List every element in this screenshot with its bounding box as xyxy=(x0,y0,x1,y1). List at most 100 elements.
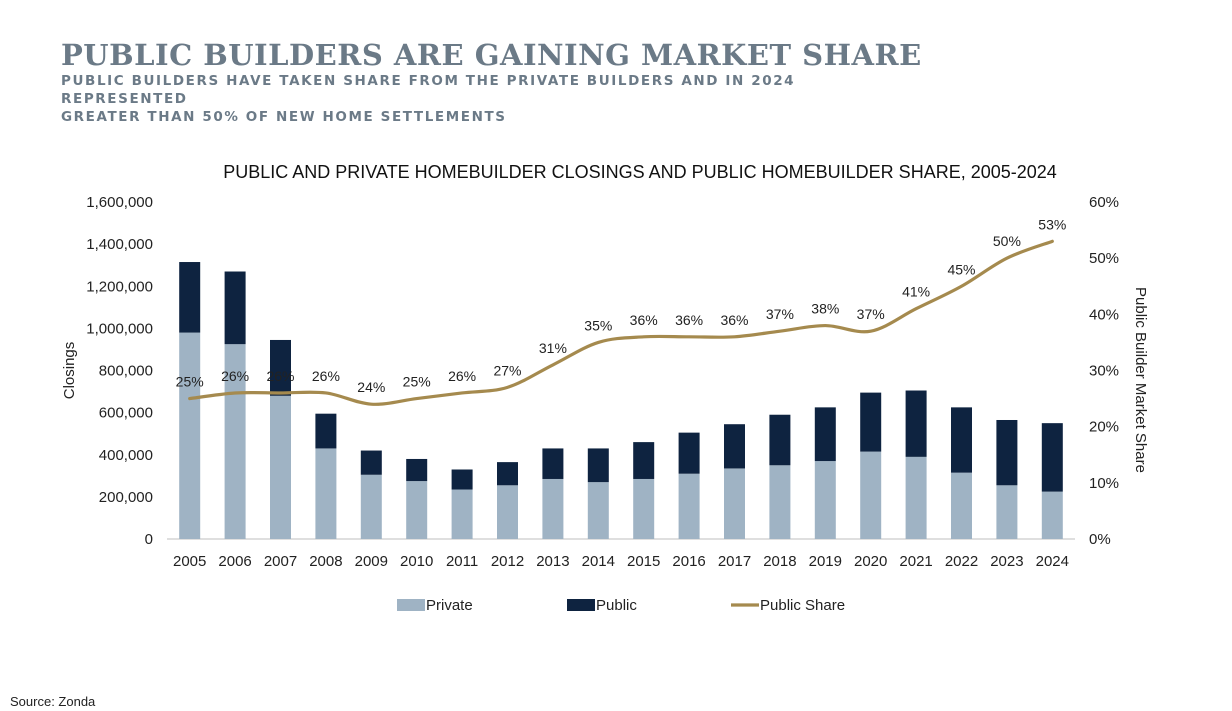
share-data-label: 38% xyxy=(811,301,839,317)
legend-label-public: Public xyxy=(596,597,637,614)
x-tick-label: 2021 xyxy=(899,553,932,570)
bar-public xyxy=(814,407,836,462)
y-axis-title: Closings xyxy=(61,342,78,400)
share-data-label: 24% xyxy=(357,379,385,395)
bar-private xyxy=(497,485,518,539)
bar-private xyxy=(270,395,291,539)
x-tick-label: 2005 xyxy=(173,553,206,570)
x-tick-label: 2019 xyxy=(809,553,842,570)
y-tick-label: 800,000 xyxy=(99,363,153,380)
bar-private xyxy=(996,485,1018,539)
bar-private xyxy=(724,468,745,539)
bar-private xyxy=(905,456,927,539)
bar-public xyxy=(724,424,745,469)
legend-label-private: Private xyxy=(426,597,473,614)
bar-public xyxy=(905,390,927,457)
x-tick-label: 2012 xyxy=(491,553,524,570)
bar-public xyxy=(497,462,518,486)
share-data-label: 25% xyxy=(403,374,431,390)
y2-tick-label: 20% xyxy=(1089,419,1119,436)
share-data-label: 26% xyxy=(448,368,476,384)
y-tick-label: 600,000 xyxy=(99,405,153,422)
bar-private xyxy=(814,461,836,539)
y2-tick-label: 40% xyxy=(1089,306,1119,323)
bar-private xyxy=(678,473,700,539)
bar-public xyxy=(542,448,564,479)
y2-tick-label: 50% xyxy=(1089,250,1119,267)
x-tick-label: 2017 xyxy=(718,553,751,570)
y2-tick-label: 10% xyxy=(1089,475,1119,492)
share-data-label: 36% xyxy=(720,312,748,328)
bar-public xyxy=(451,469,473,490)
bar-private xyxy=(769,465,791,539)
bar-public xyxy=(633,442,655,479)
subtitle-line-1: PUBLIC BUILDERS HAVE TAKEN SHARE FROM TH… xyxy=(61,73,796,107)
share-data-label: 26% xyxy=(266,368,294,384)
y-tick-label: 1,000,000 xyxy=(86,320,153,337)
bar-public xyxy=(769,414,791,466)
share-data-label: 27% xyxy=(493,362,521,378)
y-tick-label: 0 xyxy=(145,531,153,548)
chart-axes: 0 200,000 400,000 600,000 800,000 1,000,000 1,… xyxy=(61,194,1149,570)
x-tick-label: 2020 xyxy=(854,553,887,570)
share-data-label: 35% xyxy=(584,317,612,333)
page-subtitle: PUBLIC BUILDERS HAVE TAKEN SHARE FROM TH… xyxy=(61,72,921,126)
chart-legend: Private Public Public Share xyxy=(397,597,845,614)
source-note: Source: Zonda xyxy=(10,694,96,709)
bar-private xyxy=(406,481,428,539)
bar-public xyxy=(951,407,972,473)
share-data-label: 45% xyxy=(947,261,975,277)
share-data-label: 41% xyxy=(902,284,930,300)
bar-public xyxy=(270,339,291,396)
share-data-label: 26% xyxy=(221,368,249,384)
x-tick-label: 2007 xyxy=(264,553,297,570)
share-line-group: 25% 26% 26% 26% 24% 25% 26% 27% 31% 35% 36% 36% 36% 3… xyxy=(176,216,1066,406)
x-tick-label: 2023 xyxy=(990,553,1023,570)
bar-public xyxy=(406,458,428,482)
page-title: PUBLIC BUILDERS ARE GAINING MARKET SHARE xyxy=(61,38,922,72)
share-data-label: 50% xyxy=(993,233,1021,249)
x-tick-label: 2015 xyxy=(627,553,660,570)
y2-tick-label: 0% xyxy=(1089,531,1111,548)
y-tick-label: 400,000 xyxy=(99,447,153,464)
share-data-label: 36% xyxy=(630,312,658,328)
x-tick-label: 2011 xyxy=(446,553,478,570)
x-tick-label: 2008 xyxy=(309,553,342,570)
public-share-line xyxy=(188,239,1054,406)
bar-public xyxy=(587,448,609,483)
legend-label-public-share: Public Share xyxy=(760,597,845,614)
bar-public xyxy=(678,432,700,474)
chart-bars xyxy=(179,262,1063,539)
bar-private xyxy=(1041,491,1063,539)
y-tick-label: 200,000 xyxy=(99,489,153,506)
bar-public xyxy=(179,262,201,333)
legend-swatch-private xyxy=(397,599,425,611)
y2-tick-label: 60% xyxy=(1089,194,1119,211)
bar-public xyxy=(224,271,246,345)
bar-private xyxy=(951,472,972,539)
share-data-label: 36% xyxy=(675,312,703,328)
share-data-label: 26% xyxy=(312,368,340,384)
x-tick-label: 2009 xyxy=(355,553,388,570)
bar-public xyxy=(1041,423,1063,492)
y-tick-label: 1,600,000 xyxy=(86,194,153,211)
share-data-label: 37% xyxy=(857,306,885,322)
bar-private xyxy=(360,474,382,539)
bar-private xyxy=(633,478,655,539)
y-tick-label: 1,400,000 xyxy=(86,236,153,253)
bar-private xyxy=(179,332,201,539)
x-tick-label: 2010 xyxy=(400,553,433,570)
x-tick-label: 2022 xyxy=(945,553,978,570)
bar-private xyxy=(315,448,337,539)
share-data-label: 25% xyxy=(176,374,204,390)
share-data-label: 37% xyxy=(766,306,794,322)
bar-public xyxy=(360,450,382,475)
bar-public xyxy=(860,392,882,452)
y2-tick-label: 30% xyxy=(1089,363,1119,380)
subtitle-line-2: GREATER THAN 50% OF NEW HOME SETTLEMENTS xyxy=(61,109,507,125)
x-tick-label: 2006 xyxy=(218,553,251,570)
x-tick-label: 2013 xyxy=(536,553,569,570)
x-tick-label: 2018 xyxy=(763,553,796,570)
bar-private xyxy=(451,489,473,539)
